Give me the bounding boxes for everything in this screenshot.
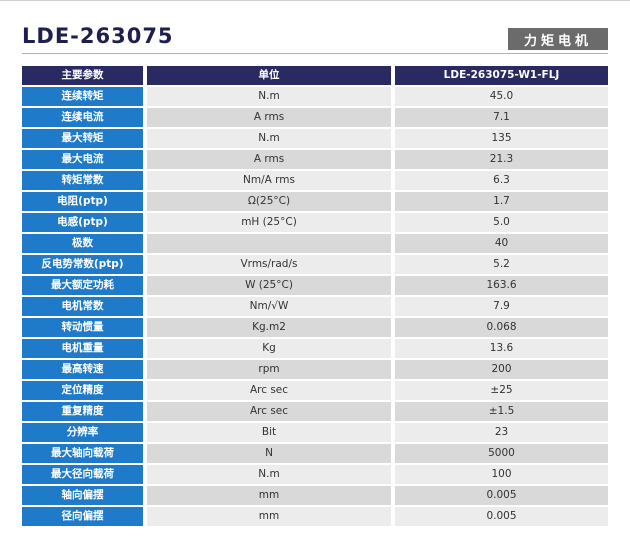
value-cell: 45.0 (395, 87, 608, 106)
value-cell: 0.068 (395, 318, 608, 337)
unit-cell: mm (147, 507, 391, 526)
value-cell: 100 (395, 465, 608, 484)
unit-cell: Ω(25°C) (147, 192, 391, 211)
table-row: 最大转矩 N.m 135 (22, 129, 608, 148)
param-cell: 最大径向载荷 (22, 465, 143, 484)
param-cell: 连续电流 (22, 108, 143, 127)
table-row: 重复精度 Arc sec ±1.5 (22, 402, 608, 421)
unit-cell: Bit (147, 423, 391, 442)
param-cell: 分辨率 (22, 423, 143, 442)
table-row: 最大电流 A rms 21.3 (22, 150, 608, 169)
param-cell: 最高转速 (22, 360, 143, 379)
table-row: 最大额定功耗 W (25°C) 163.6 (22, 276, 608, 295)
table-row: 最大轴向载荷 N 5000 (22, 444, 608, 463)
param-cell: 电感(ptp) (22, 213, 143, 232)
unit-cell: Arc sec (147, 381, 391, 400)
top-divider (0, 0, 630, 1)
value-cell: 5.0 (395, 213, 608, 232)
value-cell: 5.2 (395, 255, 608, 274)
param-cell: 转动惯量 (22, 318, 143, 337)
param-cell: 反电势常数(ptp) (22, 255, 143, 274)
page-header: LDE-263075 力矩电机 (22, 22, 608, 52)
param-cell: 连续转矩 (22, 87, 143, 106)
param-cell: 最大转矩 (22, 129, 143, 148)
unit-cell: W (25°C) (147, 276, 391, 295)
table-row: 电阻(ptp) Ω(25°C) 1.7 (22, 192, 608, 211)
table-row: 最大径向载荷 N.m 100 (22, 465, 608, 484)
value-cell: 21.3 (395, 150, 608, 169)
table-row: 连续电流 A rms 7.1 (22, 108, 608, 127)
unit-cell: Kg.m2 (147, 318, 391, 337)
param-cell: 转矩常数 (22, 171, 143, 190)
value-cell: 1.7 (395, 192, 608, 211)
table-row: 连续转矩 N.m 45.0 (22, 87, 608, 106)
header-model: LDE-263075-W1-FLJ (395, 66, 608, 85)
value-cell: 7.9 (395, 297, 608, 316)
header-divider (22, 53, 608, 54)
value-cell: ±1.5 (395, 402, 608, 421)
value-cell: 13.6 (395, 339, 608, 358)
value-cell: 163.6 (395, 276, 608, 295)
value-cell: 200 (395, 360, 608, 379)
param-cell: 定位精度 (22, 381, 143, 400)
value-cell: ±25 (395, 381, 608, 400)
value-cell: 23 (395, 423, 608, 442)
unit-cell: N (147, 444, 391, 463)
value-cell: 135 (395, 129, 608, 148)
unit-cell: Nm/A rms (147, 171, 391, 190)
value-cell: 5000 (395, 444, 608, 463)
table-row: 径向偏摆 mm 0.005 (22, 507, 608, 526)
param-cell: 轴向偏摆 (22, 486, 143, 505)
table-row: 电机常数 Nm/√W 7.9 (22, 297, 608, 316)
param-cell: 重复精度 (22, 402, 143, 421)
param-cell: 最大电流 (22, 150, 143, 169)
unit-cell: A rms (147, 108, 391, 127)
unit-cell: N.m (147, 87, 391, 106)
table-row: 最高转速 rpm 200 (22, 360, 608, 379)
table-row: 极数 40 (22, 234, 608, 253)
param-cell: 电机重量 (22, 339, 143, 358)
model-title: LDE-263075 (22, 24, 174, 48)
param-cell: 最大额定功耗 (22, 276, 143, 295)
param-cell: 极数 (22, 234, 143, 253)
param-cell: 电阻(ptp) (22, 192, 143, 211)
param-cell: 电机常数 (22, 297, 143, 316)
unit-cell: N.m (147, 465, 391, 484)
unit-cell: A rms (147, 150, 391, 169)
value-cell: 6.3 (395, 171, 608, 190)
param-cell: 径向偏摆 (22, 507, 143, 526)
table-row: 转矩常数 Nm/A rms 6.3 (22, 171, 608, 190)
category-badge: 力矩电机 (508, 28, 608, 50)
unit-cell: rpm (147, 360, 391, 379)
value-cell: 40 (395, 234, 608, 253)
unit-cell: Arc sec (147, 402, 391, 421)
unit-cell: mm (147, 486, 391, 505)
table-row: 反电势常数(ptp) Vrms/rad/s 5.2 (22, 255, 608, 274)
table-row: 分辨率 Bit 23 (22, 423, 608, 442)
unit-cell: N.m (147, 129, 391, 148)
unit-cell (147, 234, 391, 253)
value-cell: 0.005 (395, 486, 608, 505)
unit-cell: Nm/√W (147, 297, 391, 316)
header-unit: 单位 (147, 66, 391, 85)
table-row: 电感(ptp) mH (25°C) 5.0 (22, 213, 608, 232)
unit-cell: mH (25°C) (147, 213, 391, 232)
table-row: 转动惯量 Kg.m2 0.068 (22, 318, 608, 337)
spec-table: 主要参数 单位 LDE-263075-W1-FLJ 连续转矩 N.m 45.0 连续电… (22, 66, 608, 528)
table-row: 轴向偏摆 mm 0.005 (22, 486, 608, 505)
table-header-row: 主要参数 单位 LDE-263075-W1-FLJ (22, 66, 608, 85)
header-param: 主要参数 (22, 66, 143, 85)
unit-cell: Kg (147, 339, 391, 358)
unit-cell: Vrms/rad/s (147, 255, 391, 274)
value-cell: 0.005 (395, 507, 608, 526)
param-cell: 最大轴向载荷 (22, 444, 143, 463)
value-cell: 7.1 (395, 108, 608, 127)
table-row: 电机重量 Kg 13.6 (22, 339, 608, 358)
table-row: 定位精度 Arc sec ±25 (22, 381, 608, 400)
